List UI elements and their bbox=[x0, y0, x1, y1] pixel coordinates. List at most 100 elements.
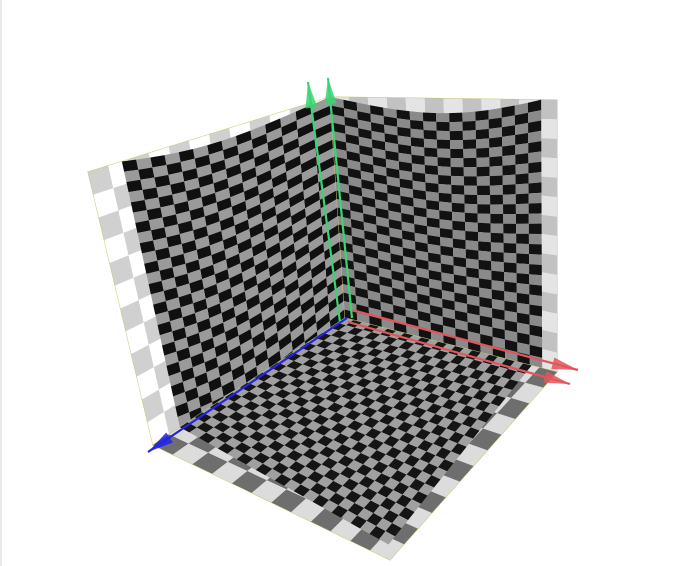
side-wall-inner-cell bbox=[276, 314, 290, 333]
floor-inner-cell bbox=[397, 462, 414, 475]
side-wall-inner-cell bbox=[283, 138, 300, 155]
back-wall-inner-cell bbox=[475, 128, 490, 140]
x-axis-arrowhead-secondary bbox=[543, 371, 570, 384]
floor-inner-cell bbox=[326, 480, 343, 493]
back-wall-inner-cell bbox=[353, 253, 367, 265]
floor-inner-cell bbox=[373, 505, 390, 519]
side-wall-inner-cell bbox=[312, 277, 327, 297]
back-wall-inner-cell bbox=[503, 223, 517, 234]
back-wall-inner-cell bbox=[476, 176, 490, 186]
back-wall-inner-cell bbox=[392, 296, 406, 308]
side-wall-inner-cell bbox=[166, 234, 182, 248]
floor-inner-cell bbox=[309, 395, 326, 405]
side-wall-inner-cell bbox=[252, 142, 269, 159]
back-wall-inner-cell bbox=[438, 183, 452, 194]
side-wall-inner-cell bbox=[314, 131, 333, 148]
side-wall-inner-cell bbox=[254, 349, 268, 367]
back-wall-inner-cell bbox=[425, 173, 439, 184]
side-wall-inner-cell bbox=[210, 322, 225, 338]
side-wall-inner-cell bbox=[269, 269, 284, 287]
back-wall-inner-cell bbox=[478, 269, 492, 281]
floor-inner-cell bbox=[411, 370, 428, 381]
side-wall-inner-cell bbox=[187, 397, 201, 413]
back-wall-inner-cell bbox=[389, 227, 403, 239]
floor-inner-cell bbox=[389, 381, 406, 391]
back-wall-inner-cell bbox=[364, 239, 378, 251]
floor-inner-cell bbox=[359, 354, 376, 363]
floor-inner-cell bbox=[305, 376, 322, 386]
back-wall-inner-cell bbox=[388, 219, 402, 231]
back-wall-outer-cell bbox=[405, 98, 426, 116]
side-wall-outer-cell bbox=[125, 322, 149, 354]
floor-inner-cell bbox=[224, 392, 242, 402]
side-wall-inner-cell bbox=[250, 124, 267, 140]
floor-inner-cell bbox=[381, 425, 398, 436]
side-wall-inner-cell bbox=[280, 243, 295, 261]
side-wall-inner-cell bbox=[266, 127, 283, 143]
floor-inner-cell bbox=[255, 463, 273, 476]
floor-inner-cell bbox=[490, 356, 507, 367]
back-wall-inner-cell bbox=[387, 184, 401, 196]
floor-inner-cell bbox=[346, 374, 363, 385]
back-wall-inner-cell bbox=[390, 244, 404, 257]
floor-inner-cell bbox=[368, 400, 385, 411]
back-wall-outer-cell bbox=[538, 271, 557, 295]
back-wall-inner-cell bbox=[332, 139, 347, 151]
back-wall-inner-cell bbox=[380, 301, 394, 314]
side-wall-inner-cell bbox=[166, 361, 181, 377]
side-wall-inner-cell bbox=[221, 307, 236, 323]
side-wall-inner-cell bbox=[230, 191, 246, 207]
side-wall-inner-cell bbox=[278, 332, 292, 351]
back-wall-inner-cell bbox=[479, 324, 493, 337]
side-wall-inner-cell bbox=[180, 367, 195, 382]
floor-inner-cell bbox=[377, 359, 393, 369]
floor-inner-cell bbox=[365, 428, 382, 440]
side-wall-inner-cell bbox=[163, 287, 179, 302]
side-wall-inner-cell bbox=[312, 105, 332, 122]
floor-inner-cell bbox=[301, 400, 319, 411]
side-wall-inner-cell bbox=[286, 164, 302, 181]
floor-inner-cell bbox=[295, 454, 313, 467]
floor-inner-cell bbox=[270, 451, 287, 463]
back-wall-inner-cell bbox=[400, 204, 414, 216]
back-wall-inner-cell bbox=[340, 250, 354, 262]
floor-inner-cell bbox=[418, 483, 435, 496]
side-wall-inner-cell bbox=[301, 165, 318, 183]
floor-inner-cell bbox=[293, 443, 310, 455]
floor-inner-cell bbox=[281, 467, 299, 480]
floor-outer-cell bbox=[271, 489, 307, 513]
back-wall-inner-cell bbox=[465, 240, 479, 251]
back-wall-inner-cell bbox=[529, 334, 543, 348]
floor-inner-cell bbox=[417, 354, 433, 364]
floor-outer-cell bbox=[482, 413, 516, 435]
floor-inner-cell bbox=[296, 416, 313, 428]
floor-inner-cell bbox=[398, 384, 414, 394]
floor-inner-cell bbox=[307, 431, 325, 443]
floor-panel bbox=[151, 317, 558, 561]
viewport-left-border bbox=[0, 0, 2, 566]
back-wall-inner-cell bbox=[452, 220, 466, 232]
side-wall-inner-cell bbox=[193, 226, 209, 241]
side-wall-inner-cell bbox=[142, 187, 159, 201]
side-wall-inner-cell bbox=[247, 303, 262, 320]
side-wall-inner-cell bbox=[240, 256, 255, 273]
floor-inner-cell bbox=[223, 427, 240, 438]
floor-inner-cell bbox=[323, 335, 340, 344]
side-wall-inner-cell bbox=[218, 361, 232, 377]
floor-inner-cell bbox=[258, 435, 276, 447]
side-wall-inner-cell bbox=[238, 329, 252, 346]
floor-inner-cell bbox=[446, 420, 462, 432]
back-wall-inner-cell bbox=[442, 298, 455, 311]
floor-inner-cell bbox=[399, 432, 416, 444]
side-wall-inner-cell bbox=[303, 182, 320, 200]
back-wall-inner-cell bbox=[330, 105, 345, 117]
back-wall-inner-cell bbox=[501, 125, 516, 137]
back-wall-inner-cell bbox=[413, 198, 427, 209]
back-wall-inner-cell bbox=[455, 319, 468, 332]
floor-inner-cell bbox=[407, 343, 423, 353]
floor-inner-cell bbox=[247, 377, 264, 387]
back-wall-inner-cell bbox=[357, 119, 372, 131]
back-wall-outer-cell bbox=[538, 118, 557, 139]
back-wall-inner-cell bbox=[528, 213, 542, 224]
